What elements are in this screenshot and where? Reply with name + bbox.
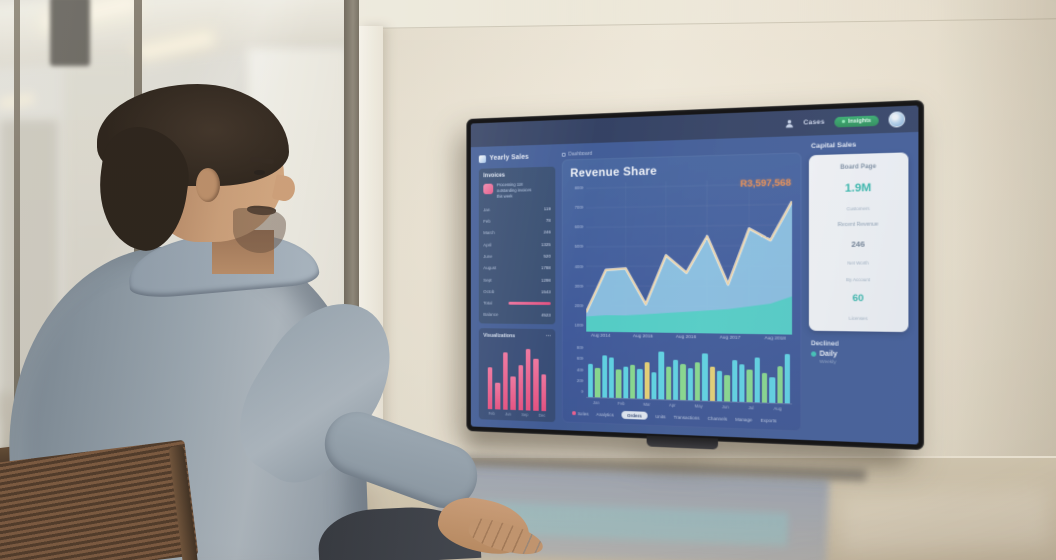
wall-shadow [936,0,1056,478]
glass-frame-mullion [14,0,20,478]
main-panel: Dashboard Revenue Share R3,597,568 8000 7… [561,141,802,432]
man-eye [254,170,265,175]
chair-woven-back [0,439,199,560]
man-ear [196,168,220,202]
wall-sign-blur [50,0,90,66]
dashboard-screen: Cases Insights Yearly Sales Invoices [470,105,919,445]
area-chart-plot [586,178,793,335]
revenue-chart-card: Revenue Share R3,597,568 8000 7000 6000 500… [561,152,802,432]
wall-mounted-tv: Cases Insights Yearly Sales Invoices [466,99,925,451]
area-chart: 8000 7000 6000 5000 4000 3000 2000 1000 [570,178,793,335]
dashboard-body: Yearly Sales Invoices Processing 118 outs… [471,132,919,445]
tv-bezel: Cases Insights Yearly Sales Invoices [466,99,925,451]
man-beard [233,208,286,253]
man-nose [271,174,298,203]
